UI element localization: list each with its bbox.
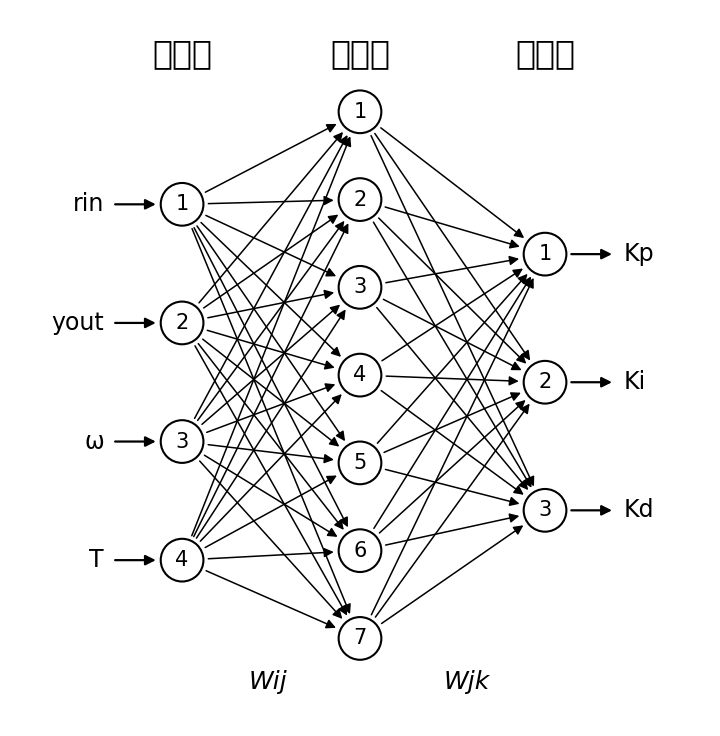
Text: 2: 2 (176, 313, 189, 333)
Text: 1: 1 (176, 194, 189, 214)
Text: 隐含层: 隐含层 (330, 37, 390, 70)
Text: Ki: Ki (624, 370, 646, 394)
Text: Wij: Wij (248, 670, 287, 695)
Text: T: T (89, 548, 104, 572)
Circle shape (338, 617, 382, 659)
Text: Kd: Kd (624, 498, 654, 523)
Text: 输出层: 输出层 (515, 37, 575, 70)
Text: 3: 3 (176, 431, 189, 452)
Text: 输入层: 输入层 (152, 37, 212, 70)
Text: Wjk: Wjk (444, 670, 490, 695)
Circle shape (338, 178, 382, 221)
Circle shape (523, 489, 567, 531)
Circle shape (161, 302, 204, 344)
Circle shape (338, 529, 382, 572)
Text: Kp: Kp (624, 242, 654, 266)
Text: 4: 4 (354, 365, 366, 385)
Text: 5: 5 (354, 453, 366, 473)
Text: 4: 4 (176, 550, 189, 570)
Text: 1: 1 (354, 102, 366, 121)
Circle shape (523, 233, 567, 275)
Circle shape (161, 420, 204, 463)
Text: 1: 1 (539, 244, 552, 264)
Circle shape (523, 361, 567, 403)
Text: ω: ω (84, 430, 104, 453)
Circle shape (338, 266, 382, 308)
Text: rin: rin (73, 192, 104, 216)
Text: 2: 2 (354, 190, 366, 210)
Circle shape (338, 354, 382, 397)
Circle shape (338, 91, 382, 133)
Text: 6: 6 (354, 541, 366, 561)
Circle shape (161, 539, 204, 581)
Text: 7: 7 (354, 629, 366, 648)
Text: 3: 3 (354, 277, 366, 297)
Circle shape (161, 183, 204, 226)
Text: 3: 3 (539, 500, 552, 520)
Text: yout: yout (51, 311, 104, 335)
Circle shape (338, 442, 382, 484)
Text: 2: 2 (539, 372, 552, 392)
